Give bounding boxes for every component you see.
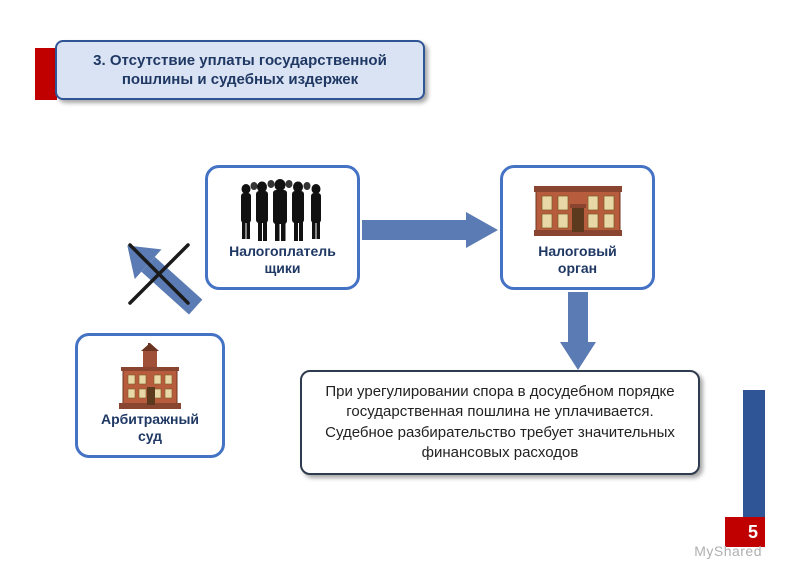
arrow-tax-authority-to-description xyxy=(558,292,598,372)
node-court-label: Арбитражныйсуд xyxy=(101,411,199,445)
description-text: При урегулировании спора в досудебном по… xyxy=(320,382,680,463)
node-tax-authority: Налоговыйорган xyxy=(500,165,655,290)
watermark: MyShared xyxy=(694,543,762,559)
node-taxpayers: Налогоплательщики xyxy=(205,165,360,290)
slide-title: 3. Отсутствие уплаты государственной пош… xyxy=(71,51,409,90)
page-number: 5 xyxy=(748,522,758,543)
building-tall-icon xyxy=(88,343,212,411)
arrow-taxpayers-to-court xyxy=(110,215,210,335)
node-court: Арбитражныйсуд xyxy=(75,333,225,458)
slide-title-box: 3. Отсутствие уплаты государственной пош… xyxy=(55,40,425,100)
accent-bar xyxy=(35,48,57,100)
node-tax-authority-label: Налоговыйорган xyxy=(538,243,617,277)
people-group-icon xyxy=(218,176,347,243)
building-wide-icon xyxy=(513,176,642,243)
node-taxpayers-label: Налогоплательщики xyxy=(229,243,336,277)
arrow-taxpayers-to-tax-authority xyxy=(362,210,502,250)
blue-side-strip xyxy=(743,390,765,530)
description-box: При урегулировании спора в досудебном по… xyxy=(300,370,700,475)
